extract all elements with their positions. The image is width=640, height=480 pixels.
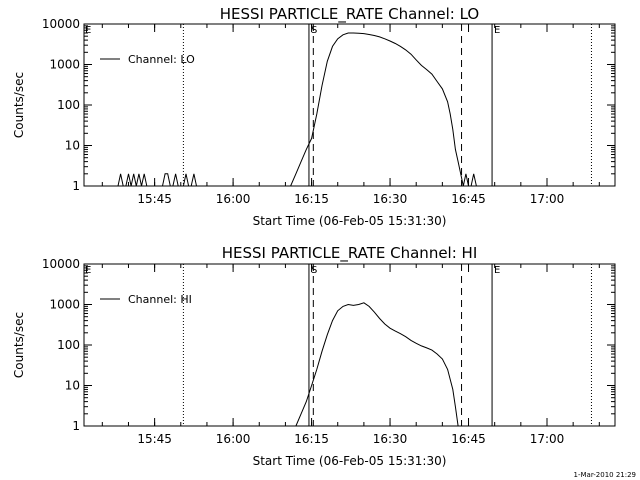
- chart-title: HESSI PARTICLE_RATE Channel: HI: [222, 244, 478, 263]
- end-marker-label: E: [494, 25, 500, 36]
- x-tick-label: 15:45: [137, 192, 172, 206]
- x-tick-label: 16:15: [294, 192, 329, 206]
- y-axis-label: Counts/sec: [12, 72, 26, 138]
- x-tick-label: 16:45: [451, 192, 486, 206]
- y-tick-label: 1000: [49, 58, 80, 72]
- x-tick-label: 15:45: [137, 432, 172, 446]
- start-marker-label: S: [311, 25, 317, 36]
- y-tick-label: 1: [72, 179, 80, 193]
- x-axis-label: Start Time (06-Feb-05 15:31:30): [253, 454, 447, 468]
- legend-label: Channel: LO: [128, 53, 195, 66]
- series-line-0: [295, 302, 459, 427]
- start-marker-label: S: [311, 265, 317, 276]
- x-tick-label: 16:45: [451, 432, 486, 446]
- plot-timestamp: 1-Mar-2010 21:29: [574, 471, 636, 479]
- y-tick-label: 10: [65, 139, 80, 153]
- y-tick-label: 100: [57, 338, 80, 352]
- x-tick-label: 16:15: [294, 432, 329, 446]
- x-tick-label: 16:30: [373, 432, 408, 446]
- y-tick-label: 10000: [42, 257, 80, 271]
- series-line-0: [117, 32, 477, 187]
- y-tick-label: 10000: [42, 17, 80, 31]
- y-tick-label: 100: [57, 98, 80, 112]
- x-tick-label: 16:00: [216, 432, 251, 446]
- x-tick-label: 17:00: [530, 432, 565, 446]
- start-marker-label-edge: E: [85, 25, 91, 36]
- y-tick-label: 1: [72, 419, 80, 433]
- plot-frame: [83, 23, 616, 187]
- start-marker-label-edge: E: [85, 265, 91, 276]
- plot-frame: [83, 263, 616, 427]
- y-tick-label: 10: [65, 379, 80, 393]
- legend-label: Channel: HI: [128, 293, 192, 306]
- x-tick-label: 16:00: [216, 192, 251, 206]
- x-axis-label: Start Time (06-Feb-05 15:31:30): [253, 214, 447, 228]
- x-tick-label: 17:00: [530, 192, 565, 206]
- end-marker-label: E: [494, 265, 500, 276]
- y-axis-label: Counts/sec: [12, 312, 26, 378]
- y-tick-label: 1000: [49, 298, 80, 312]
- chart-title: HESSI PARTICLE_RATE Channel: LO: [220, 5, 479, 24]
- x-tick-label: 16:30: [373, 192, 408, 206]
